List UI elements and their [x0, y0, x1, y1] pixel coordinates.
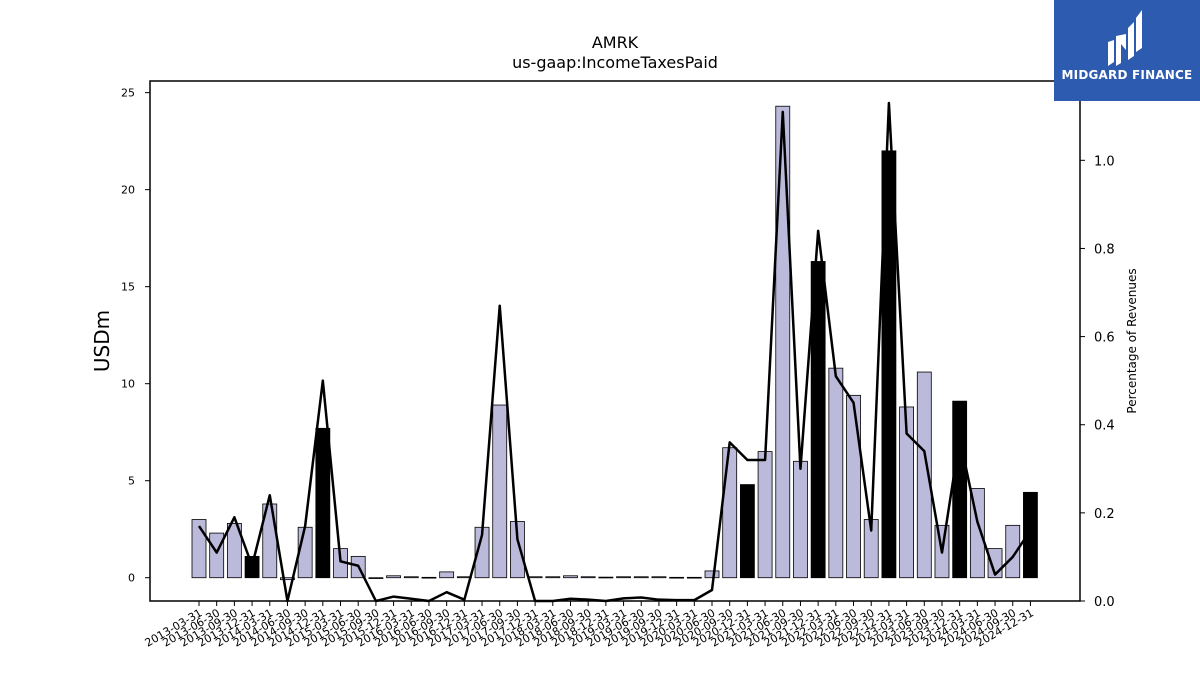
- y-tick-label: 25: [121, 87, 135, 100]
- bar-2013-12-31: [244, 555, 260, 579]
- y2-tick-label: 0.2: [1094, 507, 1115, 522]
- bar-2017-12-31: [527, 576, 543, 579]
- bar-2020-03-31: [686, 576, 702, 579]
- bar-2014-12-31: [315, 427, 331, 579]
- y2-tick-label: 1.0: [1094, 154, 1115, 169]
- bar-2022-12-31: [881, 150, 897, 579]
- bar-2019-03-31: [616, 576, 631, 579]
- chart-title: AMRK: [592, 33, 639, 52]
- bar-2023-03-31: [899, 406, 914, 579]
- y2-tick-label: 0.8: [1094, 242, 1115, 257]
- revenue-percentage-line: [197, 101, 1032, 603]
- bar-2021-06-30: [775, 105, 791, 579]
- plot-frame: [149, 80, 1081, 602]
- bar-2019-12-31: [669, 576, 685, 579]
- bar-2022-03-31: [828, 367, 844, 579]
- right-axis: 0.0 0.2 0.4 0.6 0.8 1.0: [1080, 154, 1115, 610]
- bar-2014-09-30: [297, 526, 313, 579]
- y-tick-label: 15: [121, 281, 135, 294]
- y2-tick-label: 0.4: [1094, 419, 1115, 434]
- bar-series: [191, 105, 1038, 581]
- bar-2020-06-30: [704, 570, 720, 579]
- bar-2020-12-31: [739, 484, 755, 579]
- bar-2020-09-30: [722, 447, 738, 579]
- bar-2021-03-31: [757, 451, 773, 579]
- bar-2021-12-31: [810, 261, 826, 579]
- bar-2015-12-31: [386, 575, 401, 579]
- bar-2016-06-30: [421, 576, 437, 579]
- midgard-logo-icon: [1108, 10, 1142, 66]
- bar-2015-09-30: [368, 577, 384, 579]
- brand-logo: MIDGARD FINANCE: [1054, 0, 1200, 101]
- y-axis-label: USDm: [90, 310, 114, 372]
- bar-2019-06-30: [633, 576, 649, 579]
- bar-2018-03-31: [545, 576, 561, 579]
- y-tick-label: 5: [128, 475, 135, 488]
- bar-2013-09-30: [226, 522, 242, 579]
- bar-2024-09-30: [1005, 524, 1021, 579]
- bar-2013-06-30: [209, 532, 225, 579]
- left-axis: 0 5 10 15 20 25: [121, 87, 150, 585]
- bar-2018-12-31: [598, 576, 614, 579]
- bar-2024-12-31: [1023, 491, 1038, 579]
- bar-2017-06-30: [492, 404, 508, 579]
- bar-2023-06-30: [916, 371, 932, 579]
- bar-2017-09-30: [510, 521, 525, 579]
- y2-tick-label: 0.6: [1094, 331, 1115, 346]
- bar-2022-06-30: [846, 394, 861, 579]
- bar-2023-12-31: [952, 400, 968, 579]
- y2-axis-label: Percentage of Revenues: [1125, 268, 1139, 413]
- bar-2016-09-30: [439, 571, 455, 579]
- chart-subtitle: us-gaap:IncomeTaxesPaid: [512, 53, 718, 72]
- bar-2016-03-31: [403, 576, 419, 579]
- y2-tick-label: 0.0: [1094, 595, 1115, 610]
- y-tick-label: 0: [128, 572, 135, 585]
- line-series: [197, 101, 1032, 603]
- y-tick-label: 20: [121, 184, 135, 197]
- bar-2014-06-30: [280, 577, 295, 581]
- y-tick-label: 10: [121, 378, 135, 391]
- bar-2019-09-30: [651, 576, 667, 579]
- logo-text: MIDGARD FINANCE: [1061, 68, 1193, 82]
- bar-2018-09-30: [580, 576, 596, 579]
- x-axis: 2013-03-312013-06-302013-09-302013-12-31…: [143, 601, 1036, 650]
- bar-2018-06-30: [563, 575, 578, 579]
- bar-2021-09-30: [793, 460, 808, 579]
- bar-2013-03-31: [191, 519, 207, 579]
